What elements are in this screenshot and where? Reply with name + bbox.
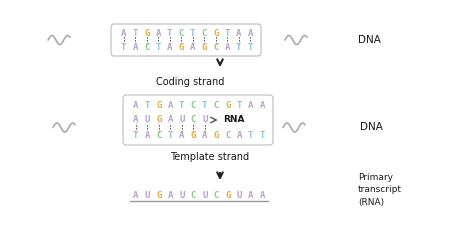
FancyBboxPatch shape	[111, 24, 261, 56]
Text: G: G	[225, 191, 230, 200]
Text: G: G	[201, 43, 207, 52]
Text: T: T	[248, 130, 254, 140]
Text: U: U	[145, 191, 150, 200]
Text: C: C	[225, 130, 230, 140]
Text: A: A	[248, 191, 254, 200]
Text: DNA: DNA	[360, 122, 383, 133]
Text: U: U	[237, 191, 242, 200]
Text: A: A	[133, 191, 138, 200]
Text: U: U	[202, 191, 208, 200]
Text: T: T	[133, 29, 138, 38]
Text: C: C	[191, 101, 196, 110]
Text: DNA: DNA	[358, 35, 381, 45]
Text: A: A	[260, 101, 265, 110]
Text: A: A	[179, 130, 184, 140]
Text: C: C	[191, 191, 196, 200]
Text: A: A	[260, 191, 265, 200]
FancyBboxPatch shape	[123, 95, 273, 145]
Text: U: U	[202, 115, 208, 124]
Text: A: A	[248, 101, 254, 110]
Text: G: G	[179, 43, 184, 52]
Text: A: A	[202, 130, 208, 140]
Text: G: G	[225, 101, 230, 110]
Text: Primary
transcript
(RNA): Primary transcript (RNA)	[358, 173, 402, 207]
Text: A: A	[168, 191, 173, 200]
Text: T: T	[167, 29, 173, 38]
Text: G: G	[214, 130, 219, 140]
Text: T: T	[133, 130, 138, 140]
Text: A: A	[133, 101, 138, 110]
Text: C: C	[213, 43, 219, 52]
Text: A: A	[168, 115, 173, 124]
Text: RNA: RNA	[224, 115, 245, 124]
Text: A: A	[121, 29, 127, 38]
Text: A: A	[155, 29, 161, 38]
Text: T: T	[260, 130, 265, 140]
Text: A: A	[225, 43, 230, 52]
Text: C: C	[156, 130, 162, 140]
Text: C: C	[191, 115, 196, 124]
Text: A: A	[168, 101, 173, 110]
Text: G: G	[144, 29, 149, 38]
Text: U: U	[179, 115, 184, 124]
Text: T: T	[202, 101, 208, 110]
Text: A: A	[167, 43, 173, 52]
Text: Coding strand: Coding strand	[156, 77, 224, 87]
Text: A: A	[145, 130, 150, 140]
Text: A: A	[133, 115, 138, 124]
Text: C: C	[179, 29, 184, 38]
Text: T: T	[236, 43, 241, 52]
Text: A: A	[236, 29, 241, 38]
Text: C: C	[214, 101, 219, 110]
Text: T: T	[155, 43, 161, 52]
Text: U: U	[145, 115, 150, 124]
Text: T: T	[247, 43, 253, 52]
Text: A: A	[133, 43, 138, 52]
Text: G: G	[191, 130, 196, 140]
Text: T: T	[121, 43, 127, 52]
Text: C: C	[201, 29, 207, 38]
Text: G: G	[156, 191, 162, 200]
Text: A: A	[190, 43, 195, 52]
Text: T: T	[179, 101, 184, 110]
Text: T: T	[237, 101, 242, 110]
Text: G: G	[156, 101, 162, 110]
Text: C: C	[214, 191, 219, 200]
Text: A: A	[237, 130, 242, 140]
Text: Template strand: Template strand	[171, 152, 250, 162]
Text: A: A	[247, 29, 253, 38]
Text: T: T	[168, 130, 173, 140]
Text: G: G	[156, 115, 162, 124]
Text: C: C	[144, 43, 149, 52]
Text: G: G	[213, 29, 219, 38]
Text: T: T	[145, 101, 150, 110]
Text: T: T	[190, 29, 195, 38]
Text: U: U	[179, 191, 184, 200]
Text: T: T	[225, 29, 230, 38]
